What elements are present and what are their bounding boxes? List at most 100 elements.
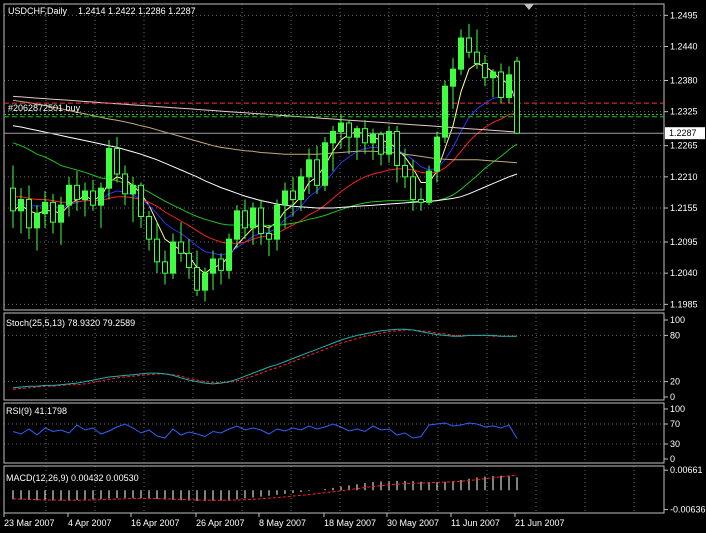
date-tick-label: 4 Apr 2007 [68,518,112,528]
candle-body [290,190,296,200]
candle [58,196,64,245]
candle [50,193,56,234]
candle [218,253,224,285]
current-price-text: 1.2287 [669,128,697,138]
candle-body [250,207,256,229]
stoch-tick-label: 0 [670,392,675,402]
candle-body [242,210,248,229]
candle-body [18,199,24,212]
rsi-tick-label: 70 [670,419,680,429]
candle [242,199,248,240]
candle-body [458,37,464,70]
candle-body [234,210,240,240]
panel-frame-main [3,3,665,311]
candle-body [322,142,328,186]
candle [42,191,48,228]
macd-tick-label: 0.00661 [670,465,703,475]
candle [186,239,192,279]
candle-body [114,148,120,175]
candle-body [194,267,200,291]
candle-body [82,190,88,200]
candle [418,188,424,211]
candle [386,125,392,163]
candle-body [106,148,112,189]
candle [490,69,496,98]
candle-body [490,71,496,79]
panel-frame-rsi [3,402,665,464]
rsi-tick-label: 30 [670,439,680,449]
candle-body [10,187,16,212]
candle-body [386,131,392,155]
date-tick-label: 16 Apr 2007 [131,518,180,528]
candle [74,171,80,211]
candle-body [354,128,360,138]
candle [10,165,16,228]
chart-shift-marker[interactable] [524,4,534,10]
candle-body [498,71,504,98]
candle [450,57,456,109]
current-price-marker: 1.2287 [665,127,705,140]
candle [314,145,320,194]
candle [466,23,472,58]
date-tick-label: 23 Mar 2007 [4,518,55,528]
price-tick-label: 1.2440 [670,42,698,52]
candle-body [402,165,408,178]
candle-body [170,241,176,274]
candle [154,222,160,274]
candle-body [338,122,344,132]
macd-panel: 0.00661 -0.00636 [12,465,706,515]
candle [66,176,72,217]
date-tick-label: 30 May 2007 [387,518,439,528]
candle [98,182,104,228]
candle [210,250,216,291]
current-price-box [665,127,705,140]
candle-body [306,159,312,178]
macd-tick-label: -0.00636 [670,505,706,515]
candle-body [466,37,472,53]
date-tick-label: 18 May 2007 [324,518,376,528]
date-tick-label: 8 May 2007 [259,518,306,528]
candle [330,125,336,172]
candle [34,205,40,251]
candle [306,148,312,194]
candle [282,182,288,228]
candle [346,120,352,155]
candle-body [258,207,264,234]
order-label[interactable]: #2062872501 buy [8,103,81,113]
candles[interactable] [10,23,520,302]
candle-body [266,233,272,240]
date-tick-label: 26 Apr 2007 [196,518,245,528]
stoch-signal-line [12,329,517,390]
candle [514,56,520,134]
candle-body [346,122,352,138]
candle-body [298,176,304,200]
panel-frames [3,3,665,514]
stoch-header: Stoch(25,5,13) 78.9320 79.2589 [6,318,135,328]
candle [26,185,32,240]
candle [194,250,200,296]
candle-body [514,60,520,134]
candle-body [186,252,192,268]
candle [82,182,88,217]
rsi-line [12,422,518,439]
chart-ohlc: 1.2414 1.2422 1.2286 1.2287 [78,6,196,16]
macd-signal-line [12,474,518,501]
candle-body [122,173,128,195]
candle [482,55,488,87]
candle-body [378,133,384,155]
candle-body [90,190,96,206]
candle-body [314,159,320,186]
candle [170,233,176,279]
candle-body [74,184,80,200]
panel-frame-sto [3,312,665,401]
candle [122,165,128,206]
candle-body [274,204,280,240]
candle-body [418,199,424,203]
candle-body [138,184,144,217]
candle-body [218,258,224,271]
candle [506,66,512,104]
candle [114,137,120,183]
candle-body [58,204,64,223]
